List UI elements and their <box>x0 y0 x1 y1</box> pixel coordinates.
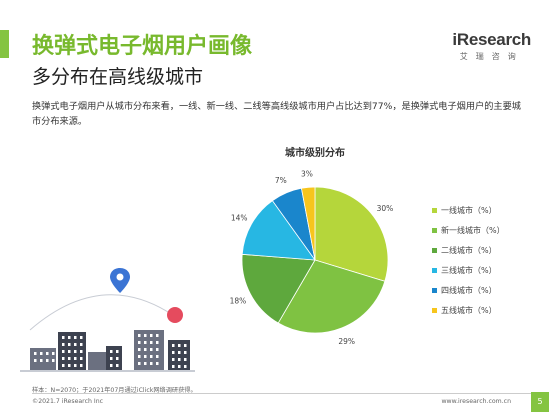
legend-label: 新一线城市（%） <box>441 225 505 235</box>
footer-divider <box>32 393 549 394</box>
legend-swatch <box>432 207 437 213</box>
buildings-icon <box>20 330 195 372</box>
legend-swatch <box>432 227 437 233</box>
slice-label-2: 18% <box>230 296 247 305</box>
legend-item-0: 一线城市（%） <box>432 200 505 220</box>
legend-item-4: 四线城市（%） <box>432 280 505 300</box>
slice-label-5: 3% <box>301 169 313 178</box>
legend-item-3: 三线城市（%） <box>432 260 505 280</box>
legend-label: 四线城市（%） <box>441 285 497 295</box>
page-number: 5 <box>531 392 549 412</box>
pie-slice-1 <box>277 259 386 334</box>
legend-swatch <box>432 247 437 253</box>
pie-slice-5 <box>300 186 316 261</box>
slice-label-1: 29% <box>338 337 355 346</box>
legend-item-2: 二线城市（%） <box>432 240 505 260</box>
chart-title: 城市级别分布 <box>285 148 345 159</box>
chart-legend: 一线城市（%） 新一线城市（%） 二线城市（%） 三线城市（%） 四线城市（%） 五线城市… <box>432 200 505 320</box>
pie-slice-3 <box>241 200 316 261</box>
location-dot-red-icon <box>167 307 183 323</box>
legend-label: 五线城市（%） <box>441 305 497 315</box>
copyright: ©2021.7 iResearch Inc <box>32 398 104 405</box>
legend-swatch <box>432 267 437 273</box>
legend-swatch <box>432 307 437 313</box>
slice-label-3: 14% <box>231 213 248 222</box>
legend-item-1: 新一线城市（%） <box>432 220 505 240</box>
legend-swatch <box>432 287 437 293</box>
logo-text: iResearch <box>452 30 531 49</box>
title-accent-bar <box>0 30 9 58</box>
legend-label: 一线城市（%） <box>441 205 497 215</box>
location-pin-blue-icon <box>110 268 130 293</box>
pie-slice-0 <box>314 186 389 282</box>
city-illustration <box>20 268 195 372</box>
page-title: 换弹式电子烟用户画像 <box>32 34 253 59</box>
slice-label-0: 30% <box>377 204 394 213</box>
website: www.iresearch.com.cn <box>441 398 511 405</box>
iresearch-logo: iResearch 艾瑞咨询 <box>452 30 531 62</box>
summary-paragraph: 换弹式电子烟用户从城市分布来看，一线、新一线、二线等高线级城市用户占比达到77%… <box>32 101 521 127</box>
logo-subtext: 艾瑞咨询 <box>459 52 524 61</box>
slice-label-4: 7% <box>275 176 287 185</box>
sample-note: 样本：N=2070；于2021年07月通过iClick网络调研获得。 <box>32 387 197 394</box>
legend-item-5: 五线城市（%） <box>432 300 505 320</box>
legend-label: 二线城市（%） <box>441 245 497 255</box>
arc-line <box>29 294 181 331</box>
page-subtitle: 多分布在高线级城市 <box>32 66 204 88</box>
pie-slice-2 <box>241 253 316 324</box>
legend-label: 三线城市（%） <box>441 265 497 275</box>
building-windows <box>34 334 187 368</box>
